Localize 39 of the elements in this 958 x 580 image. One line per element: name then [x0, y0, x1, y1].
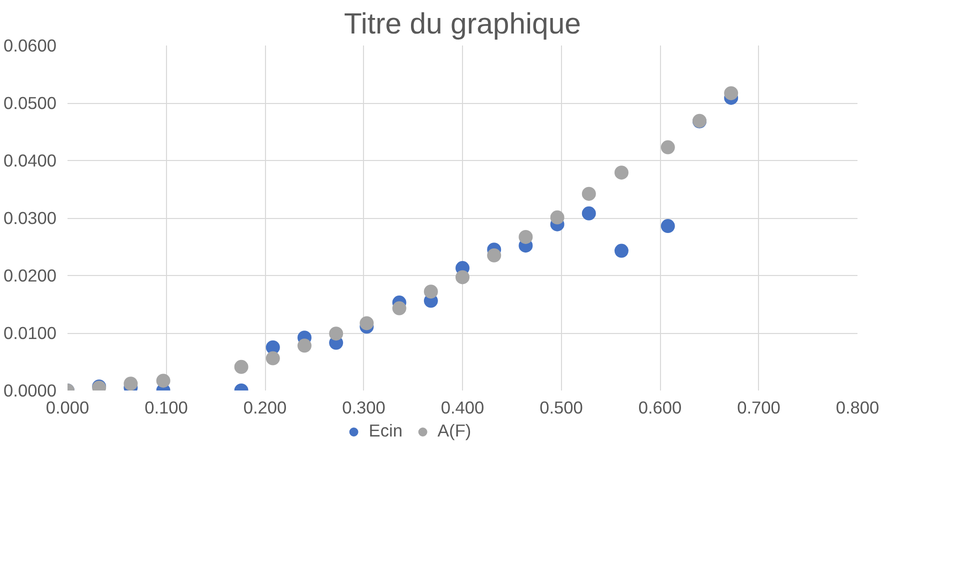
point	[582, 186, 596, 201]
y-tick-label: 0.0200	[4, 266, 56, 286]
y-tick-label: 0.0400	[4, 150, 56, 170]
point	[329, 326, 344, 341]
x-tick-label: 0.400	[440, 398, 484, 418]
x-tick-label: 0.200	[243, 398, 287, 418]
x-tick-label: 0.500	[540, 398, 583, 418]
point	[487, 248, 502, 262]
legend-label: A(F)	[438, 420, 472, 442]
x-tick-label: 0.100	[144, 398, 188, 418]
point	[124, 376, 138, 390]
point	[392, 301, 406, 316]
y-tick-label: 0.0000	[4, 380, 56, 400]
point	[614, 166, 628, 180]
y-tick-label: 0.0600	[4, 36, 56, 56]
point	[234, 360, 248, 374]
point	[614, 244, 628, 258]
point	[660, 140, 675, 154]
point	[456, 270, 470, 284]
x-tick-label: 0.000	[46, 398, 90, 418]
point	[582, 206, 596, 220]
point	[298, 338, 312, 353]
chart-title: Titre du graphique	[344, 8, 581, 40]
x-tick-label: 0.800	[836, 398, 880, 418]
x-tick-label: 0.300	[342, 398, 386, 418]
point	[360, 316, 374, 330]
y-tick-label: 0.0500	[4, 93, 56, 113]
point	[550, 210, 564, 224]
point	[266, 351, 280, 366]
point	[724, 86, 738, 100]
y-tick-label: 0.0300	[4, 208, 56, 228]
point	[156, 374, 170, 388]
legend-label: Ecin	[368, 420, 402, 442]
x-tick-label: 0.700	[737, 398, 780, 418]
x-tick-label: 0.600	[638, 398, 682, 418]
y-tick-label: 0.0100	[4, 323, 56, 343]
point	[424, 284, 438, 299]
point	[518, 230, 533, 244]
point	[660, 219, 675, 234]
